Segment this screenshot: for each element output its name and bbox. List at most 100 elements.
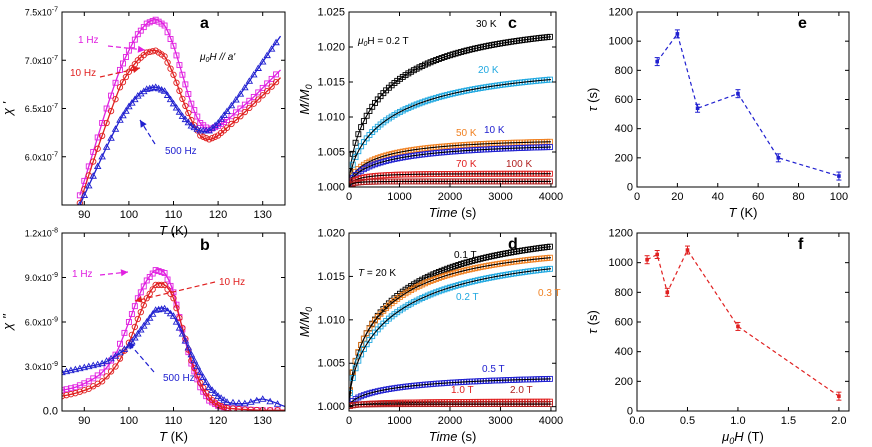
data-point [654,57,660,67]
data-point [241,406,249,411]
data-point [232,95,240,103]
series-10-K [349,144,553,187]
x-tick-label: 3000 [488,415,512,427]
data-point [164,59,171,66]
x-tick-label: 20 [671,191,683,203]
data-point [134,31,141,38]
data-point [111,125,120,132]
data-point [193,125,202,132]
data-point [93,162,102,170]
data-point [80,363,89,371]
data-point [193,362,202,370]
data-point [63,386,70,393]
arrow-head [140,120,147,128]
data-point [187,121,196,129]
data-point [190,356,199,364]
data-point [76,388,83,395]
point-marker [837,174,841,178]
data-point [125,47,132,54]
x-tick-label: 100 [120,209,138,221]
data-point [273,71,280,78]
data-point [355,131,362,138]
data-point [227,101,236,109]
y-tick-label: 1000 [609,257,633,269]
data-point [131,333,139,341]
y-tick-label: 1.020 [317,228,345,240]
data-point [176,62,183,69]
y-tick-label: 0 [627,406,633,418]
data-point [103,373,110,380]
data-point [185,109,192,117]
arrow-line [139,119,156,145]
point-marker [685,248,690,252]
data-point [217,402,225,410]
data-point [266,407,274,411]
series-label: 30 K [476,19,497,30]
data-point [203,134,210,142]
point-marker [776,156,781,160]
data-point [85,378,92,385]
y-tick-label: 1.000 [317,401,345,413]
data-point [188,100,195,107]
data-point [99,120,106,126]
data-point [241,101,248,108]
y-tick-label: 9.0x10-9 [25,272,58,283]
arrow-line [107,45,146,51]
x-tick-label: 2000 [438,191,462,203]
data-point [272,38,280,46]
connecting-line [656,32,840,177]
data-point [237,105,244,112]
data-point [684,245,690,255]
series-0.2-T [349,265,553,407]
fit-curve [349,268,552,407]
data-point [90,148,97,155]
data-point [146,19,153,26]
data-point [172,318,181,325]
data-point [117,340,123,347]
data-point [67,366,75,374]
data-point [179,95,186,103]
y-axis-title: τ (s) [585,310,600,334]
data-point [264,80,271,87]
data-point [149,18,156,24]
data-point [90,375,97,382]
point-marker [655,59,659,64]
data-point [157,85,166,93]
data-point [229,405,237,411]
data-point [775,153,781,163]
data-point [211,389,219,396]
data-point [735,89,741,99]
x-axis-title: Time (s) [429,429,477,444]
data-point [62,387,65,394]
data-point [84,181,93,189]
x-tick-label: 120 [209,209,227,221]
x-tick-label: 1000 [387,415,411,427]
y-axis-title: χ ' [0,101,15,116]
y-tick-label: 1.010 [317,314,345,326]
x-tick-label: 130 [254,415,272,427]
data-point [191,364,198,372]
y-tick-label: 200 [615,152,633,164]
fit-curve [349,378,551,407]
data-point [137,308,144,316]
data-point [119,111,127,119]
panel-label-d: d [508,236,518,253]
data-point [166,95,175,103]
data-point [145,314,154,321]
data-point [111,352,120,359]
x-tick-label: 1.0 [730,415,745,427]
data-point [217,115,225,122]
data-point [178,112,187,119]
data-point [237,113,244,120]
data-point [107,134,115,141]
series-label: 2.0 T [510,385,533,396]
data-point [349,161,356,168]
fit-curve [349,246,552,407]
y-axis-title: M/M0 [297,84,314,114]
plot-area-d [349,243,553,409]
x-axis-title: Time (s) [429,205,477,220]
data-point [206,136,213,143]
series-label: 70 K [456,159,477,170]
x-tick-label: 40 [712,191,724,203]
data-point [184,118,193,126]
